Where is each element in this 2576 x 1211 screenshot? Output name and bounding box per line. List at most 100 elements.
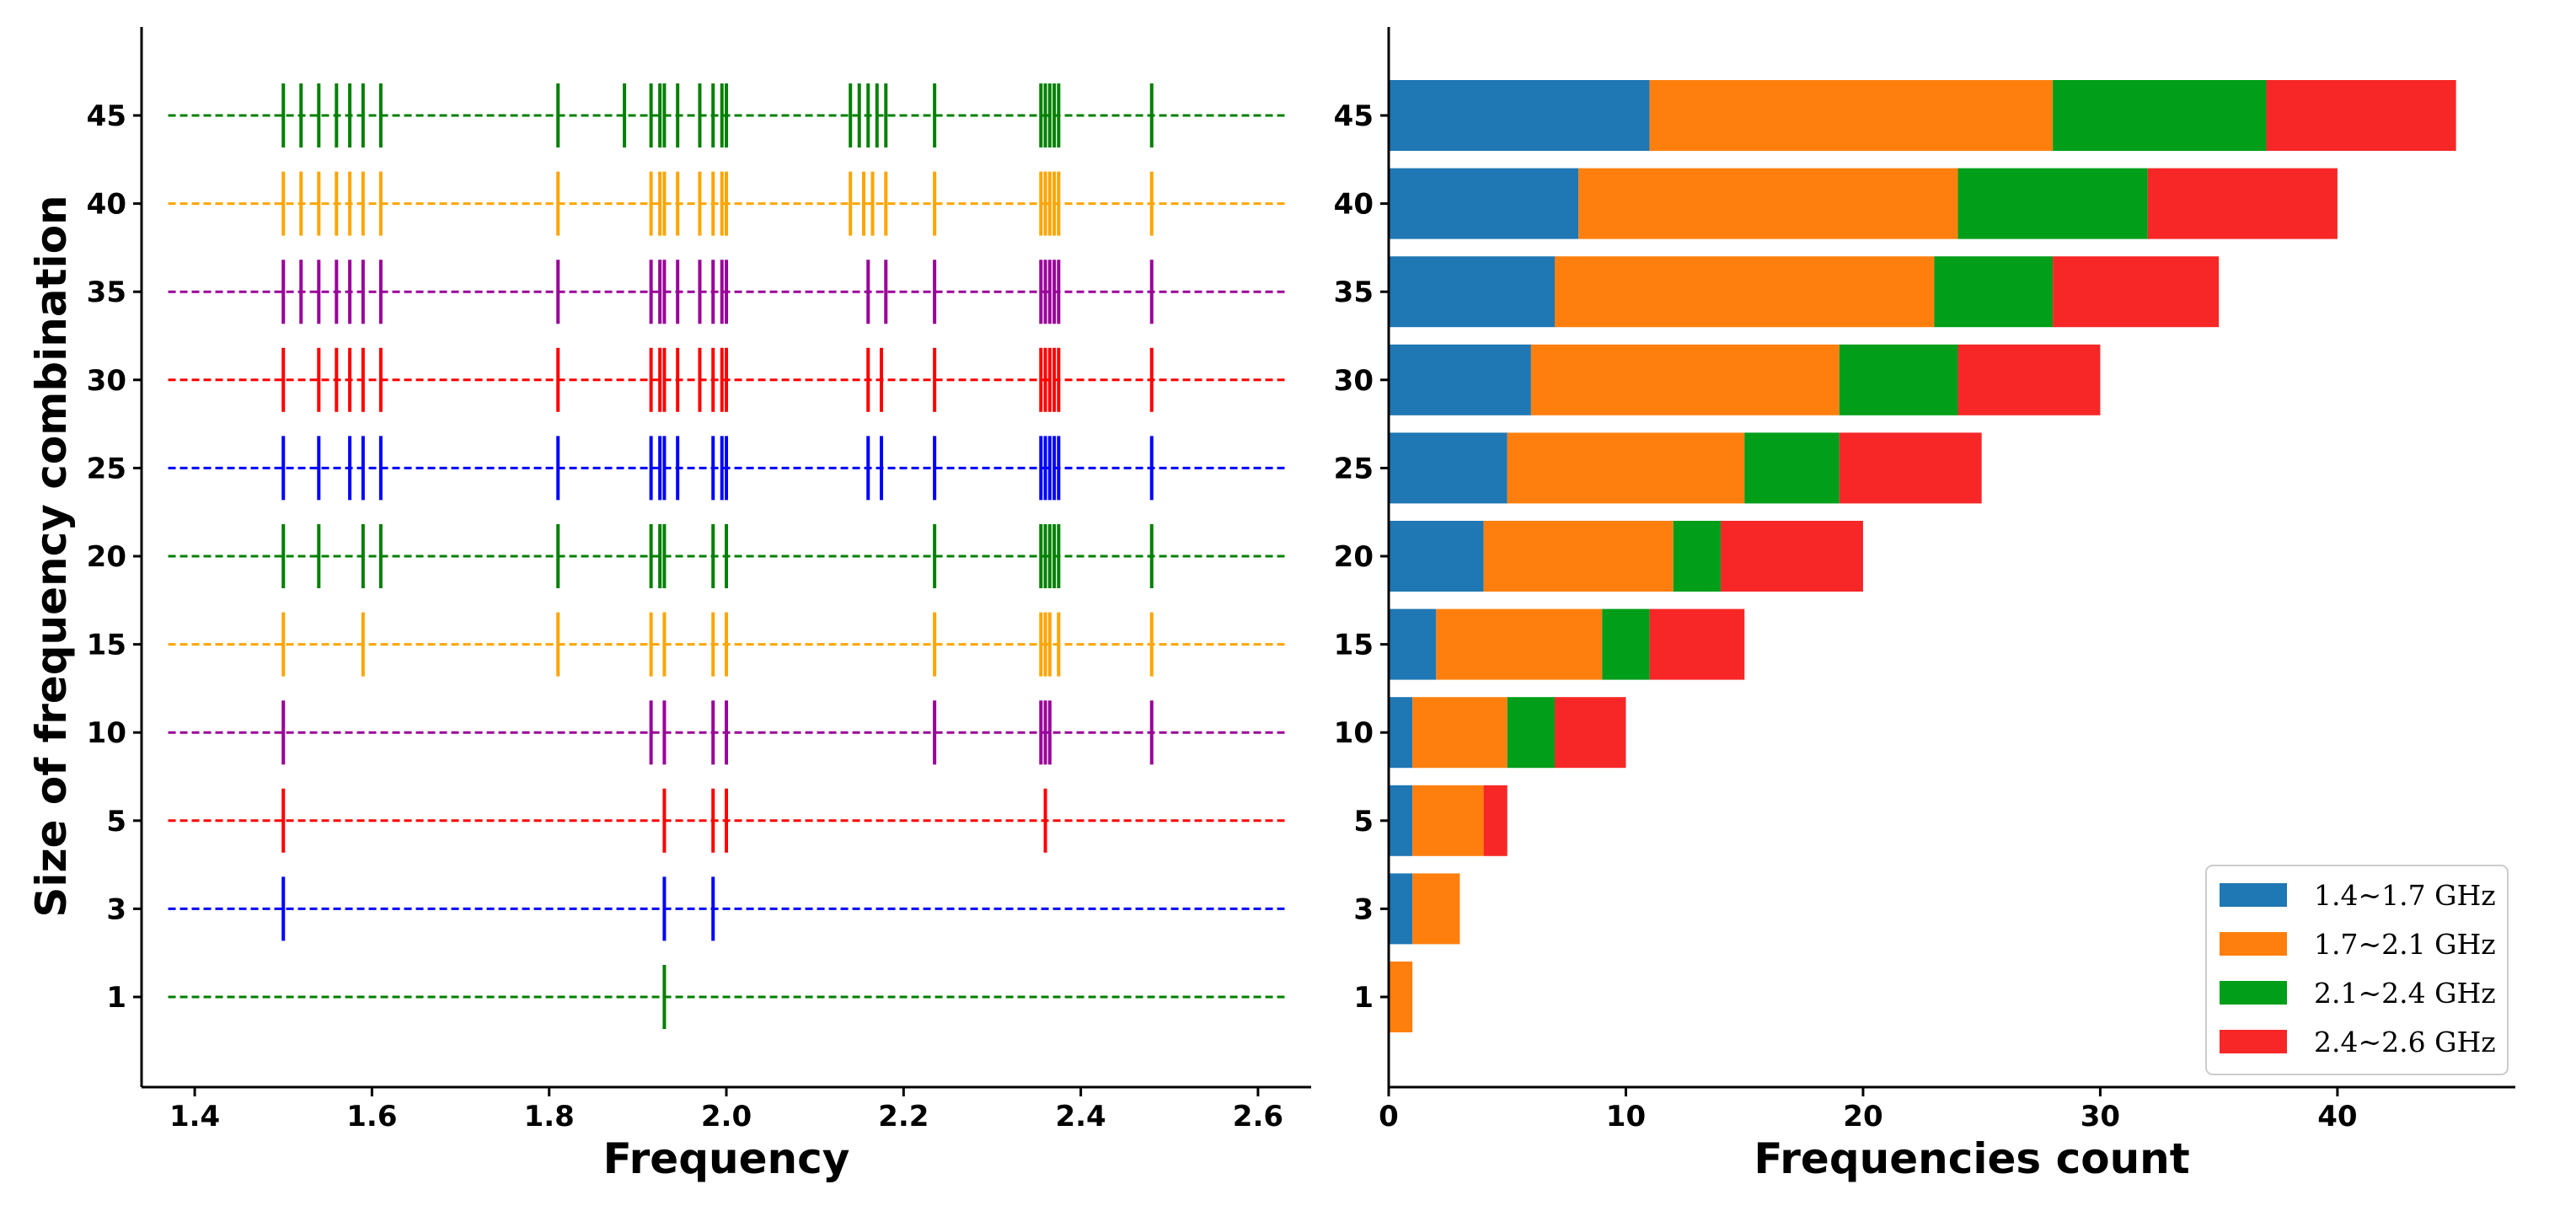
event-rows xyxy=(168,83,1285,1029)
event-plot-x-tick-label: 2.6 xyxy=(1233,1100,1283,1133)
bar-segment xyxy=(1530,344,1840,415)
bar-group-25 xyxy=(1389,432,1982,504)
bar-chart-y-tick-label: 35 xyxy=(1334,276,1374,309)
bar-segment xyxy=(1649,608,1745,680)
bar-chart-x-tick-label: 30 xyxy=(2081,1100,2120,1133)
bar-segment xyxy=(1389,697,1413,769)
bar-segment xyxy=(1389,256,1556,328)
bar-chart-x-tick-labels: 0 10 20 30 40 xyxy=(1379,1087,2358,1133)
stacked-bars xyxy=(1389,80,2456,1032)
bar-segment xyxy=(1389,873,1413,945)
event-plot-y-tick-label: 10 xyxy=(87,716,126,750)
legend-frame xyxy=(2205,865,2509,1075)
bar-chart-y-tick-label: 5 xyxy=(1353,805,1374,839)
bar-segment xyxy=(1436,608,1603,680)
bar-chart-x-tick-label: 0 xyxy=(1379,1100,1399,1133)
legend-swatch xyxy=(2220,883,2287,907)
event-row-40 xyxy=(168,171,1285,236)
event-row-15 xyxy=(168,612,1285,677)
bar-group-45 xyxy=(1389,80,2456,151)
bar-segment xyxy=(1389,432,1508,504)
bar-segment xyxy=(2053,80,2267,151)
bar-segment xyxy=(2266,80,2456,151)
bar-segment xyxy=(1649,80,2054,151)
bar-chart-y-tick-label: 1 xyxy=(1353,981,1374,1015)
bar-chart-y-tick-label: 15 xyxy=(1334,629,1374,662)
bar-group-5 xyxy=(1389,785,1508,856)
bar-segment xyxy=(1412,873,1460,945)
bar-group-20 xyxy=(1389,521,1863,592)
bar-chart-y-tick-label: 30 xyxy=(1334,364,1374,398)
bar-chart-x-tick-label: 10 xyxy=(1606,1100,1646,1133)
bar-segment xyxy=(1744,432,1840,504)
bar-segment xyxy=(1673,521,1722,592)
legend-label: 2.1~2.4 GHz xyxy=(2314,977,2496,1010)
bar-segment xyxy=(1389,962,1413,1032)
event-plot-x-tick-label: 2.2 xyxy=(878,1100,929,1133)
event-row-25 xyxy=(168,436,1285,501)
bar-segment xyxy=(1389,785,1413,856)
event-plot-y-axis-title: Size of frequency combination xyxy=(27,195,76,917)
bar-segment xyxy=(2147,168,2338,239)
legend-swatch xyxy=(2220,1030,2287,1053)
bar-segment xyxy=(1389,608,1437,680)
bar-segment xyxy=(1389,80,1650,151)
bar-segment xyxy=(1412,785,1484,856)
event-row-30 xyxy=(168,347,1285,412)
event-plot-x-tick-label: 1.8 xyxy=(524,1100,575,1133)
bar-chart-y-tick-label: 25 xyxy=(1334,452,1374,485)
event-plot-y-tick-label: 20 xyxy=(87,540,126,574)
bar-segment xyxy=(1957,168,2148,239)
event-row-20 xyxy=(168,524,1285,588)
event-row-10 xyxy=(168,700,1285,765)
bar-group-3 xyxy=(1389,873,1460,945)
bar-chart-x-tick-label: 40 xyxy=(2317,1100,2357,1133)
event-row-5 xyxy=(168,788,1285,853)
event-plot-y-tick-label: 5 xyxy=(106,805,126,839)
bar-chart-y-tick-label: 45 xyxy=(1334,99,1374,133)
event-plot-x-tick-label: 2.4 xyxy=(1055,1100,1106,1133)
bar-segment xyxy=(1412,697,1508,769)
bar-segment xyxy=(1555,256,1935,328)
bar-segment xyxy=(1721,521,1863,592)
legend-swatch xyxy=(2220,932,2287,956)
event-plot-x-axis-title: Frequency xyxy=(603,1134,850,1183)
bar-group-1 xyxy=(1389,962,1413,1032)
event-plot-x-tick-label: 2.0 xyxy=(701,1100,752,1133)
legend-label: 1.7~2.1 GHz xyxy=(2314,928,2496,961)
bar-group-15 xyxy=(1389,608,1745,680)
event-row-35 xyxy=(168,260,1285,324)
legend-label: 1.4~1.7 GHz xyxy=(2314,879,2496,912)
bar-segment xyxy=(1578,168,1958,239)
bar-segment xyxy=(1555,697,1626,769)
bar-segment xyxy=(1389,344,1531,415)
bar-group-10 xyxy=(1389,697,1626,769)
event-plot-y-tick-label: 40 xyxy=(87,188,126,222)
event-plot-y-tick-label: 15 xyxy=(87,629,126,662)
legend-swatch xyxy=(2220,981,2287,1005)
bar-segment xyxy=(1483,521,1674,592)
bar-chart-y-tick-label: 10 xyxy=(1334,716,1374,750)
legend-label: 2.4~2.6 GHz xyxy=(2314,1026,2496,1058)
bar-chart-x-axis-title: Frequencies count xyxy=(1754,1134,2189,1183)
event-plot-y-tick-label: 45 xyxy=(87,99,126,133)
bar-segment xyxy=(1483,785,1508,856)
bar-chart-y-tick-label: 3 xyxy=(1353,892,1374,926)
event-plot-x-tick-labels: 1.4 1.6 1.8 2.0 2.2 2.4 2.6 xyxy=(169,1087,1283,1133)
event-row-3 xyxy=(168,876,1285,941)
bar-group-40 xyxy=(1389,168,2338,239)
bar-segment xyxy=(1602,608,1650,680)
bar-segment xyxy=(1957,344,2101,415)
event-row-45 xyxy=(168,83,1285,147)
bar-segment xyxy=(1934,256,2054,328)
bar-segment xyxy=(1389,521,1484,592)
event-plot-y-tick-label: 30 xyxy=(87,364,126,398)
bar-group-30 xyxy=(1389,344,2101,415)
bar-segment xyxy=(1839,344,1958,415)
bar-segment xyxy=(1507,697,1556,769)
bar-segment xyxy=(1389,168,1579,239)
